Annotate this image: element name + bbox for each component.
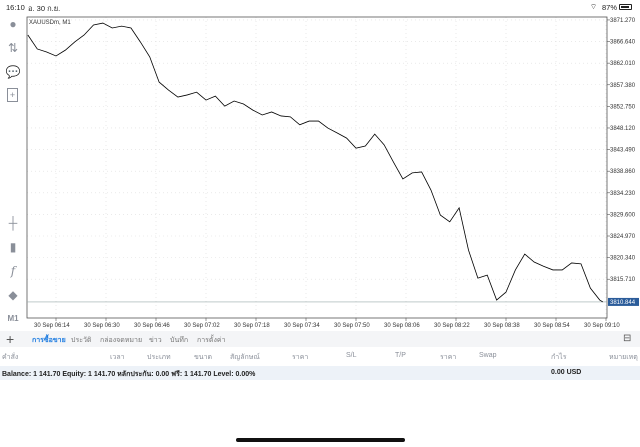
x-tick-label: 30 Sep 06:46 — [134, 323, 170, 329]
y-tick-label: 3866.640 — [610, 40, 636, 46]
y-tick-label: 3862.010 — [610, 61, 636, 67]
col-swap: Swap — [479, 352, 497, 359]
x-tick-label: 30 Sep 06:14 — [34, 323, 70, 329]
chart-symbol-title: XAUUSDm, M1 — [29, 20, 71, 26]
left-toolbar: ● ⇅ 💬 + ┼ ▮ f ◆ M1 — [0, 14, 26, 330]
status-bar: 16:10 อ. 30 ก.ย. ⌔ 87% — [0, 0, 640, 14]
home-indicator[interactable] — [236, 438, 405, 442]
x-tick-label: 30 Sep 07:34 — [284, 323, 320, 329]
col-sl: S/L — [346, 352, 357, 359]
x-tick-label: 30 Sep 08:22 — [434, 323, 470, 329]
x-tick-label: 30 Sep 08:38 — [484, 323, 520, 329]
price-line — [27, 22, 604, 303]
y-tick-label: 3848.120 — [610, 126, 636, 132]
function-icon[interactable]: f — [10, 264, 16, 278]
total-profit: 0.00 USD — [551, 369, 582, 376]
candlestick-icon[interactable]: ▮ — [9, 240, 17, 254]
layout-icon[interactable]: ⊟ — [623, 333, 632, 344]
x-tick-label: 30 Sep 08:06 — [384, 323, 420, 329]
col-volume: ขนาด — [194, 354, 213, 361]
col-symbol: สัญลักษณ์ — [230, 354, 260, 361]
x-tick-label: 30 Sep 07:02 — [184, 323, 220, 329]
person-icon[interactable]: ● — [9, 17, 17, 31]
current-price-label: 3810.844 — [610, 300, 636, 306]
chart-frame — [26, 16, 608, 319]
x-tick-label: 30 Sep 07:18 — [234, 323, 270, 329]
x-tick-label: 30 Sep 06:30 — [84, 323, 120, 329]
y-tick-label: 3838.860 — [610, 169, 636, 175]
y-tick-label: 3815.710 — [610, 277, 636, 283]
x-tick-label: 30 Sep 09:10 — [584, 323, 620, 329]
tab-journal[interactable]: บันทึก — [170, 337, 189, 344]
status-time: 16:10 — [6, 3, 25, 12]
shapes-icon[interactable]: ◆ — [8, 288, 18, 302]
arrows-icon[interactable]: ⇅ — [7, 41, 19, 55]
tab-mailbox[interactable]: กล่องจดหมาย — [100, 337, 143, 344]
wifi-icon: ⌔ — [590, 2, 598, 11]
balance-summary: Balance: 1 141.70 Equity: 1 141.70 หลักป… — [2, 371, 256, 378]
balance-row: Balance: 1 141.70 Equity: 1 141.70 หลักป… — [0, 366, 640, 380]
price-chart[interactable]: XAUUSDm, M1 3871.270 3866.640 3862.010 3857… — [0, 0, 640, 331]
col-price: ราคา — [292, 354, 309, 361]
tab-news[interactable]: ข่าว — [149, 337, 162, 344]
y-tick-label: 3820.340 — [610, 256, 636, 262]
col-order: คำสั่ง — [2, 354, 19, 361]
chart-grid — [27, 17, 607, 318]
y-tick-label: 3843.490 — [610, 148, 636, 154]
battery-icon — [619, 4, 632, 10]
add-icon[interactable]: + — [6, 331, 15, 347]
battery-percent: 87% — [602, 3, 618, 12]
col-type: ประเภท — [147, 354, 171, 361]
x-tick-label: 30 Sep 07:50 — [334, 323, 370, 329]
y-tick-label: 3871.270 — [610, 18, 636, 24]
table-header: คำสั่ง เวลา ประเภท ขนาด สัญลักษณ์ ราคา S… — [0, 349, 640, 363]
x-tick-label: 30 Sep 08:54 — [534, 323, 570, 329]
col-comment: หมายเหตุ — [609, 354, 638, 361]
add-document-icon[interactable]: + — [7, 88, 18, 102]
tab-history[interactable]: ประวัติ — [71, 337, 92, 344]
y-tick-label: 3834.230 — [610, 191, 636, 197]
col-time: เวลา — [110, 354, 125, 361]
timeframe-button[interactable]: M1 — [7, 314, 19, 323]
chat-icon[interactable]: 💬 — [5, 65, 21, 79]
col-tp: T/P — [395, 352, 406, 359]
status-date: อ. 30 ก.ย. — [28, 4, 61, 13]
crosshair-icon[interactable]: ┼ — [8, 216, 18, 230]
terminal-tabs: + การซื้อขาย ประวัติ กล่องจดหมาย ข่าว บั… — [0, 331, 640, 347]
y-tick-label: 3829.600 — [610, 212, 636, 218]
y-tick-label: 3852.750 — [610, 104, 636, 110]
y-tick-label: 3824.970 — [610, 234, 636, 240]
col-profit: กำไร — [551, 354, 567, 361]
col-price-current: ราคา — [440, 354, 457, 361]
tab-settings[interactable]: การตั้งค่า — [197, 337, 226, 344]
tab-trade[interactable]: การซื้อขาย — [32, 337, 66, 344]
current-price-label-bg — [608, 297, 639, 306]
y-tick-label: 3857.380 — [610, 83, 636, 89]
